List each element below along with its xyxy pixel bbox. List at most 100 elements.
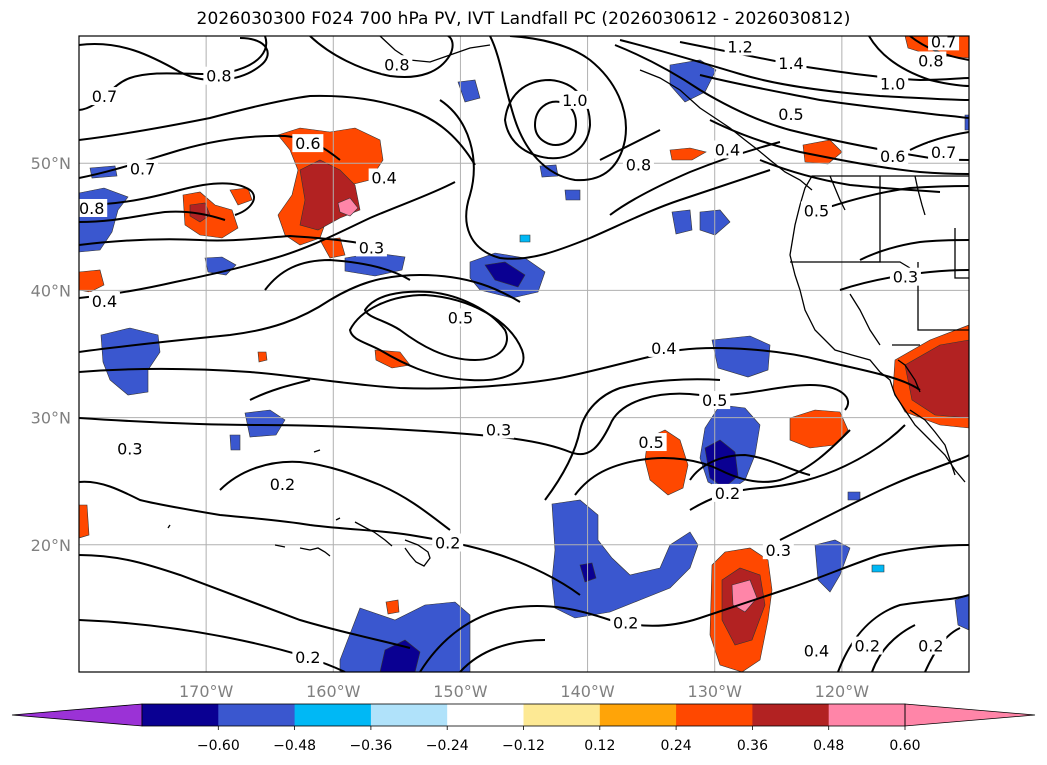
latitude-labels: 20°N 30°N 40°N 50°N — [31, 154, 71, 555]
colorbar-over-extension — [904, 703, 1036, 727]
contour-label-halo — [724, 37, 756, 56]
contour-label-halo — [851, 636, 883, 655]
contour-value-label: 0.5 — [448, 308, 473, 327]
colorbar-under-extension — [11, 703, 143, 727]
contour-value-label: 0.6 — [295, 134, 320, 153]
negative-anomaly-patch — [847, 491, 861, 501]
contour-label-halo — [800, 641, 832, 660]
contour-value-label: 0.3 — [486, 420, 511, 439]
positive-anomaly-patch — [669, 147, 707, 161]
contour-label-halo — [444, 308, 476, 327]
contour-label-halo — [355, 238, 387, 257]
contour-label-halo — [381, 55, 413, 74]
contour-value-label: 0.3 — [766, 541, 791, 560]
contour-label-halo — [114, 439, 146, 458]
contour-value-label: 0.4 — [651, 339, 676, 358]
contour-label-halo — [648, 338, 680, 357]
positive-anomaly-patch — [374, 349, 411, 369]
contour-value-label: 0.7 — [92, 87, 117, 106]
map-frame — [78, 35, 970, 673]
negative-anomaly-patch — [671, 209, 693, 235]
latitude-label: 30°N — [31, 409, 71, 428]
contour-label-halo — [711, 140, 743, 159]
contour-label-halo — [711, 483, 743, 502]
colorbar-tick-label: 0.24 — [661, 738, 692, 754]
contour-value-label: 0.3 — [117, 439, 142, 458]
longitude-labels: 170°W 160°W 150°W 140°W 130°W 120°W — [179, 682, 869, 701]
negative-anomaly-patch — [484, 261, 526, 288]
colorbar-tick-label: 0.60 — [889, 738, 920, 754]
negative-anomaly-patch — [519, 234, 531, 243]
contour-label-halo — [203, 66, 235, 85]
contour-label-halo — [877, 74, 909, 93]
contour-value-label: 0.4 — [804, 642, 829, 661]
contour-label-halo — [88, 87, 120, 106]
contour-label-halo — [127, 159, 159, 178]
contour-value-label: 0.5 — [804, 202, 829, 221]
contour-value-label: 0.8 — [626, 156, 651, 175]
colorbar-segment — [676, 704, 753, 726]
negative-anomaly-patch — [704, 439, 739, 489]
contour-label-halo — [610, 613, 642, 632]
negative-anomaly-patch — [457, 79, 481, 103]
contour-label-halo — [432, 533, 464, 552]
contour-label-halo — [775, 53, 807, 72]
contour-label-halo — [915, 51, 947, 70]
contour-value-label: 0.5 — [702, 391, 727, 410]
negative-anomaly-patch — [229, 434, 241, 451]
colorbar-segment — [447, 704, 524, 726]
positive-anomaly-patch — [257, 351, 268, 363]
colorbar-tick-label: 0.48 — [813, 738, 844, 754]
contour-value-label: 0.5 — [638, 433, 663, 452]
map-panel: 0.8 0.7 0.6 0.7 0.8 0.4 0.3 0.4 0.5 0.4 0.3 0.3 0.2 0… — [79, 36, 969, 672]
contour-value-label: 0.8 — [79, 199, 104, 218]
contour-value-label: 0.4 — [371, 168, 396, 187]
contour-label-halo — [88, 291, 120, 310]
contour-value-label: 0.6 — [880, 147, 905, 166]
contour-label-halo — [928, 36, 960, 51]
contour-value-label: 0.2 — [715, 484, 740, 503]
contour-value-label: 0.8 — [206, 67, 231, 86]
colorbar-segment — [370, 704, 448, 726]
positive-anomaly-patch — [229, 187, 253, 206]
positive-anomaly-patch — [731, 579, 758, 613]
positive-anomaly-patch — [337, 197, 359, 217]
negative-anomaly-patch — [871, 564, 885, 573]
positive-anomaly-patch — [79, 269, 105, 293]
contour-value-label: 0.4 — [715, 140, 740, 159]
contour-label-halo — [559, 90, 591, 109]
colorbar-segment — [828, 704, 906, 726]
colorbar: −0.60 −0.48 −0.36 −0.24 −0.12 0.12 0.24 0.36 0.4… — [11, 703, 1036, 754]
contour-value-label: 0.4 — [92, 292, 117, 311]
contour-value-label: 0.2 — [295, 648, 320, 667]
contour-label-halo — [800, 201, 832, 220]
contour-value-label: 0.3 — [893, 268, 918, 287]
contour-value-label: 0.2 — [435, 534, 460, 553]
contour-value-label: 0.7 — [130, 160, 155, 179]
contour-label-halo — [635, 433, 667, 452]
colorbar-tick-label: 0.36 — [737, 738, 768, 754]
negative-anomaly-patch — [711, 335, 771, 378]
contour-labels: 0.8 0.7 0.6 0.7 0.8 0.4 0.3 0.4 0.5 0.4 0.3 0.3 0.2 0… — [79, 36, 960, 667]
longitude-label: 150°W — [433, 682, 488, 701]
colorbar-segment — [142, 704, 219, 726]
contour-value-label: 0.3 — [359, 238, 384, 257]
positive-anomaly-patch — [189, 202, 211, 223]
latitude-label: 50°N — [31, 154, 71, 173]
longitude-label: 170°W — [179, 682, 234, 701]
contour-value-label: 0.8 — [918, 51, 943, 70]
contour-label-halo — [877, 146, 909, 165]
negative-anomaly-patch — [244, 409, 286, 438]
colorbar-segment — [599, 704, 677, 726]
colorbar-segment — [523, 704, 601, 726]
colorbar-segment — [752, 704, 830, 726]
negative-anomaly-patch — [539, 164, 559, 178]
contour-value-label: 0.2 — [613, 614, 638, 633]
latitude-label: 40°N — [31, 281, 71, 300]
contour-label-halo — [775, 104, 807, 123]
longitude-label: 130°W — [688, 682, 743, 701]
contour-value-label: 0.2 — [270, 475, 295, 494]
colorbar-tick-label: −0.24 — [426, 738, 469, 754]
latitude-label: 20°N — [31, 536, 71, 555]
colorbar-tick-label: 0.12 — [584, 738, 615, 754]
